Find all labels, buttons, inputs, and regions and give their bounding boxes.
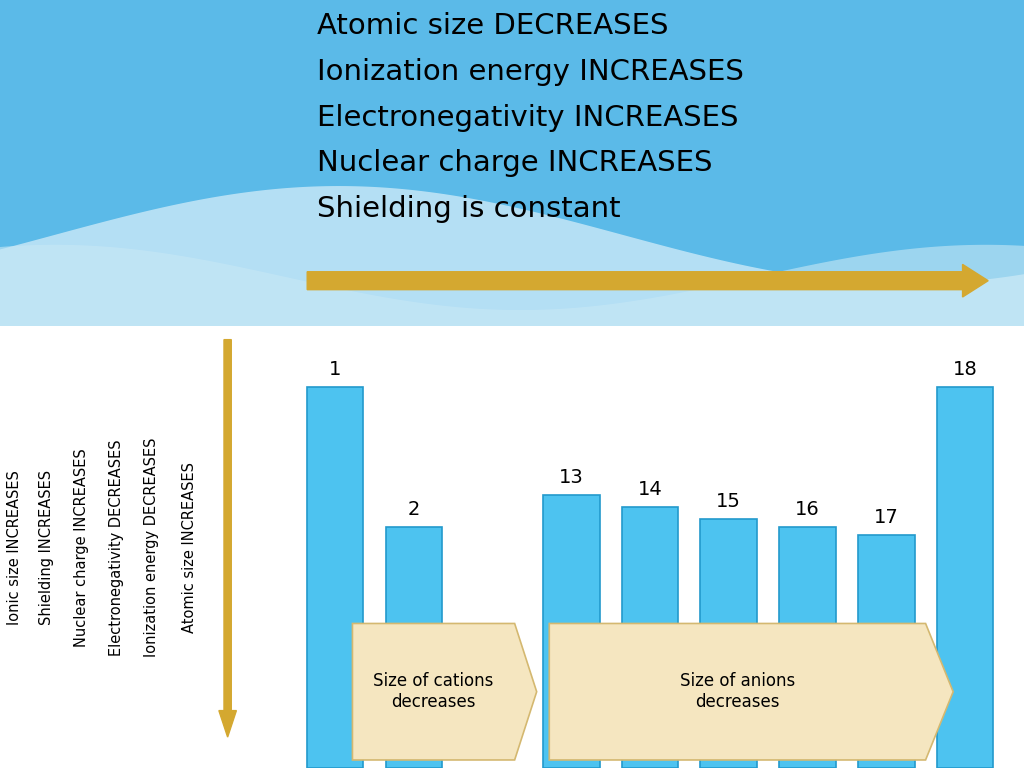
Bar xyxy=(307,386,364,768)
Text: Ionic size INCREASES: Ionic size INCREASES xyxy=(7,470,23,624)
Text: 2: 2 xyxy=(408,500,420,519)
Text: Ionization energy DECREASES: Ionization energy DECREASES xyxy=(144,438,160,657)
Text: Nuclear charge INCREASES: Nuclear charge INCREASES xyxy=(317,149,713,177)
FancyArrow shape xyxy=(219,339,237,737)
Bar xyxy=(622,507,678,768)
Bar xyxy=(700,519,757,768)
FancyArrow shape xyxy=(307,264,988,297)
Text: 14: 14 xyxy=(638,480,663,499)
Text: Shielding is constant: Shielding is constant xyxy=(317,195,622,223)
Text: Ionization energy INCREASES: Ionization energy INCREASES xyxy=(317,58,744,86)
Bar xyxy=(385,527,442,768)
Text: Electronegativity INCREASES: Electronegativity INCREASES xyxy=(317,104,739,131)
Text: Shielding INCREASES: Shielding INCREASES xyxy=(39,470,54,624)
Polygon shape xyxy=(0,186,1024,326)
Text: Size of cations
decreases: Size of cations decreases xyxy=(374,672,494,711)
Text: 1: 1 xyxy=(329,359,341,379)
Bar xyxy=(858,535,914,768)
Bar xyxy=(937,386,993,768)
Text: 16: 16 xyxy=(795,500,820,519)
Polygon shape xyxy=(0,245,1024,326)
Polygon shape xyxy=(352,624,537,760)
Text: Nuclear charge INCREASES: Nuclear charge INCREASES xyxy=(74,448,89,647)
Bar xyxy=(543,495,600,768)
Text: Atomic size DECREASES: Atomic size DECREASES xyxy=(317,12,669,40)
Text: 18: 18 xyxy=(952,359,977,379)
Text: 17: 17 xyxy=(873,508,899,527)
Text: Electronegativity DECREASES: Electronegativity DECREASES xyxy=(110,439,124,656)
Text: Atomic size INCREASES: Atomic size INCREASES xyxy=(182,462,198,633)
Polygon shape xyxy=(549,624,953,760)
Text: 15: 15 xyxy=(717,492,741,511)
Bar xyxy=(779,527,836,768)
Text: 13: 13 xyxy=(559,468,584,487)
Text: Size of anions
decreases: Size of anions decreases xyxy=(680,672,795,711)
